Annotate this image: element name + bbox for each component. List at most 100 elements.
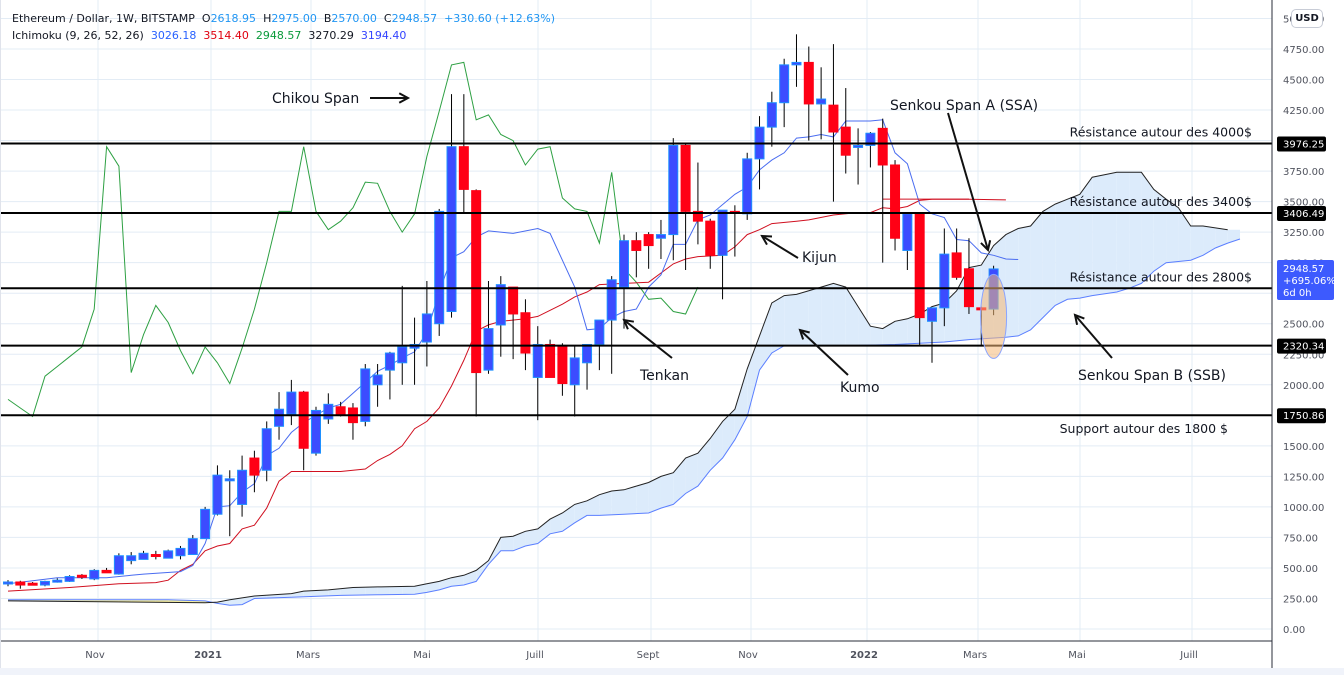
candle[interactable]	[680, 144, 691, 270]
candle[interactable]	[508, 286, 519, 360]
candle[interactable]	[816, 67, 827, 140]
candle[interactable]	[286, 379, 297, 426]
candle[interactable]	[224, 470, 235, 537]
candle[interactable]	[668, 138, 679, 261]
candle[interactable]	[249, 450, 260, 493]
candle[interactable]	[113, 553, 124, 575]
candle-body-up	[816, 98, 827, 105]
candle[interactable]	[311, 406, 321, 456]
candle[interactable]	[323, 393, 334, 424]
horizontal-levels[interactable]: Résistance autour des 4000$ Résistance au…	[0, 124, 1272, 436]
candle[interactable]	[187, 534, 198, 556]
candle[interactable]	[840, 88, 851, 174]
candle[interactable]	[335, 401, 346, 417]
candle[interactable]	[15, 580, 26, 589]
candle[interactable]	[865, 132, 876, 168]
candle[interactable]	[655, 219, 666, 260]
chikou-value: 2948.57	[255, 29, 302, 42]
symbol-title[interactable]: Ethereum / Dollar, 1W, BITSTAMP	[12, 12, 195, 25]
candle[interactable]	[3, 580, 13, 587]
candle-body-up	[397, 346, 408, 364]
candle[interactable]	[939, 228, 950, 327]
candle[interactable]	[89, 569, 100, 581]
candle[interactable]	[483, 280, 494, 374]
candle[interactable]	[803, 46, 814, 141]
candle[interactable]	[384, 351, 395, 400]
candle[interactable]	[421, 280, 432, 367]
candle[interactable]	[434, 208, 445, 336]
high-label: H	[263, 12, 272, 25]
candle[interactable]	[779, 58, 790, 128]
candle-body-up	[779, 64, 790, 104]
candle[interactable]	[27, 581, 38, 586]
candle[interactable]	[458, 94, 469, 213]
candle-body-up	[483, 328, 494, 371]
candle[interactable]	[150, 550, 161, 560]
candle[interactable]	[606, 276, 617, 374]
candle-body-down	[914, 213, 925, 319]
time-tick-label: Sept	[637, 650, 660, 661]
candle[interactable]	[717, 209, 728, 300]
candle[interactable]	[742, 152, 753, 220]
candle[interactable]	[853, 128, 864, 185]
level-price-tag[interactable]	[1277, 408, 1326, 424]
candle[interactable]	[360, 364, 371, 427]
candle[interactable]	[446, 94, 457, 318]
candle[interactable]	[175, 545, 186, 560]
candle[interactable]	[532, 326, 543, 421]
candle[interactable]	[890, 160, 901, 251]
candle[interactable]	[76, 574, 87, 579]
kumo-segment	[747, 335, 760, 417]
indicator-title[interactable]: Ichimoku (9, 26, 52, 26)	[12, 29, 144, 42]
candle[interactable]	[163, 549, 174, 559]
candle[interactable]	[138, 550, 149, 560]
candle[interactable]	[372, 364, 383, 407]
candle[interactable]	[569, 345, 580, 417]
last-price-tag[interactable]	[1277, 259, 1334, 300]
candle-body-up	[532, 343, 543, 378]
candle[interactable]	[643, 232, 654, 269]
candle[interactable]	[631, 232, 642, 278]
kumo-segment	[1005, 228, 1019, 338]
candle[interactable]	[101, 567, 112, 574]
candle-body-up	[446, 146, 457, 313]
candle[interactable]	[126, 552, 137, 565]
candle[interactable]	[261, 421, 272, 482]
kumo-segment	[500, 536, 514, 551]
candle[interactable]	[52, 578, 63, 583]
level-price-tag[interactable]	[1277, 206, 1326, 222]
candle[interactable]	[298, 390, 309, 471]
candle[interactable]	[594, 319, 605, 371]
candle[interactable]	[397, 285, 408, 385]
kumo-segment	[648, 476, 661, 513]
candle-body-up	[212, 474, 223, 515]
candle[interactable]	[705, 218, 716, 269]
candle[interactable]	[791, 34, 802, 87]
candle[interactable]	[766, 91, 777, 147]
candle[interactable]	[237, 455, 248, 517]
candle[interactable]	[64, 575, 75, 582]
candle[interactable]	[495, 276, 506, 357]
level-price-tag[interactable]	[1277, 338, 1326, 354]
candle[interactable]	[582, 343, 593, 390]
low-value: 2570.00	[331, 12, 377, 25]
level-price-tag[interactable]	[1277, 136, 1326, 152]
candle-body-down	[840, 126, 851, 156]
candle[interactable]	[927, 307, 937, 363]
price-tick-label: 3750.00	[1283, 167, 1324, 178]
candle[interactable]	[39, 580, 50, 587]
candle[interactable]	[520, 299, 531, 371]
kumo-segment	[1129, 172, 1142, 289]
candle[interactable]	[212, 465, 223, 516]
candle[interactable]	[200, 506, 211, 540]
candle[interactable]	[828, 44, 839, 202]
candle[interactable]	[619, 234, 629, 329]
candle[interactable]	[471, 189, 482, 417]
currency-button[interactable]: USD	[1291, 9, 1323, 28]
candle[interactable]	[692, 162, 703, 245]
price-axis[interactable]: 0.00 250.00 500.00 750.00 1000.00 1250.00 1500…	[1271, 0, 1336, 668]
candle[interactable]	[951, 228, 962, 280]
